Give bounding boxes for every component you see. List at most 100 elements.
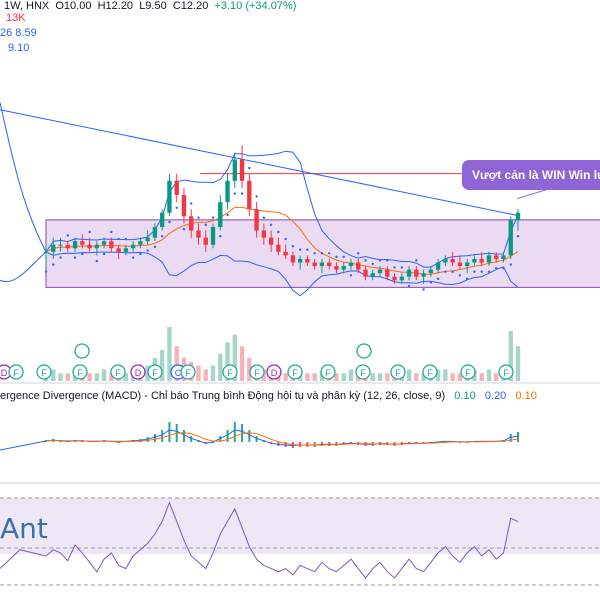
event-marker-icon [498, 364, 514, 380]
candle-body [464, 262, 470, 267]
candle-body [312, 262, 317, 267]
volume-bar [160, 350, 165, 381]
sar-dot [52, 263, 55, 266]
sar-dot [269, 223, 273, 227]
volume-bar [494, 373, 499, 381]
event-marker-letter: F [13, 368, 19, 378]
macd-value-2: 0.20 [484, 390, 507, 402]
candle-body [261, 230, 267, 238]
sar-dot [458, 274, 462, 277]
volume-bar [247, 357, 252, 381]
macd-title: ergence Divergence (MACD) - Chỉ báo Trun… [0, 390, 537, 402]
sar-dot [124, 237, 128, 241]
candle-body [138, 241, 143, 245]
event-marker-letter: F [185, 368, 191, 378]
rsi-lead [0, 549, 47, 569]
sar-dot [328, 252, 331, 255]
volume-bar [312, 373, 317, 381]
candle-body [101, 241, 107, 245]
sar-dot [88, 230, 91, 234]
sar-dot [407, 284, 411, 288]
candle-body [486, 255, 492, 263]
sar-dot [400, 266, 404, 269]
volume-bar [421, 373, 426, 381]
candle-body [254, 209, 259, 231]
sar-dot [473, 270, 476, 273]
volume-bar [377, 373, 383, 381]
candle-body [167, 180, 172, 213]
sar-dot [211, 216, 215, 219]
event-marker-icon [356, 343, 372, 359]
event-marker-icon [147, 364, 163, 380]
sar-dot [393, 266, 396, 269]
volume-bar [370, 373, 375, 381]
volume-bar [450, 373, 455, 381]
low-value: L9.50 [139, 0, 167, 12]
macd-lead [0, 440, 47, 451]
sar-dot [429, 281, 433, 284]
volume-bar [486, 369, 492, 381]
callout-annotation[interactable]: Vượt cản là WIN Win lu [462, 160, 600, 190]
candle-body [65, 244, 70, 249]
candle-body [239, 159, 245, 181]
sar-dot [110, 230, 113, 234]
sar-dot [313, 252, 316, 255]
bb-upper-lead [0, 102, 47, 253]
candle-body [189, 216, 194, 231]
volume-bar [283, 373, 288, 381]
sar-dot [378, 259, 382, 262]
volume-bar [515, 346, 521, 381]
sar-dot [168, 220, 171, 224]
event-marker-icon [390, 364, 406, 380]
candle-body [305, 258, 310, 263]
sar-dot [219, 235, 222, 238]
volume-bar [101, 369, 107, 381]
macd-histogram-bar [168, 422, 171, 442]
sar-dot [335, 255, 338, 259]
macd-line [45, 429, 519, 447]
event-marker-icon [72, 364, 88, 380]
candle-body [181, 195, 187, 217]
candle-body [494, 255, 499, 259]
volume-bar [174, 346, 179, 381]
change-value: +3.10 (+34.07%) [214, 0, 297, 12]
candle-body [356, 262, 361, 270]
candle-body [435, 262, 441, 270]
sar-dot [342, 255, 345, 259]
sar-dot [306, 248, 309, 251]
sar-dot [66, 234, 69, 237]
sar-dot [255, 195, 258, 198]
event-marker-letter: F [77, 368, 83, 378]
sar-dot [139, 252, 142, 256]
candle-body [210, 226, 216, 245]
volume-bar [239, 346, 245, 381]
volume-bar [348, 369, 354, 381]
sar-dot [262, 216, 266, 219]
event-marker-letter: F [254, 368, 260, 378]
sar-dot [320, 252, 324, 255]
bb-lower-lead [0, 251, 47, 283]
bb-legend-1: 26 8.59 [0, 27, 37, 39]
macd-value-1: 0.10 [454, 390, 476, 402]
candle-body [370, 273, 375, 277]
sar-dot [298, 248, 302, 251]
macd-histogram-bar [226, 430, 229, 442]
sar-dot [277, 230, 280, 234]
candle-body [377, 269, 383, 274]
macd-title-text: ergence Divergence (MACD) - Chỉ báo Trun… [0, 390, 446, 402]
event-marker-letter: F [115, 368, 121, 378]
symbol-label: 1W, HNX [4, 0, 50, 12]
candle-body [443, 258, 448, 263]
open-value: O10.00 [55, 0, 92, 12]
candle-body [145, 237, 150, 242]
candle-body [290, 255, 296, 263]
event-marker-icon [355, 364, 371, 380]
sar-dot [444, 270, 447, 273]
macd-histogram-bar [241, 424, 244, 442]
event-marker-icon [422, 364, 438, 380]
candle-body [109, 241, 114, 249]
sar-dot [386, 259, 389, 262]
sar-dot [95, 259, 99, 263]
oscillator-label: Ant [0, 512, 48, 545]
